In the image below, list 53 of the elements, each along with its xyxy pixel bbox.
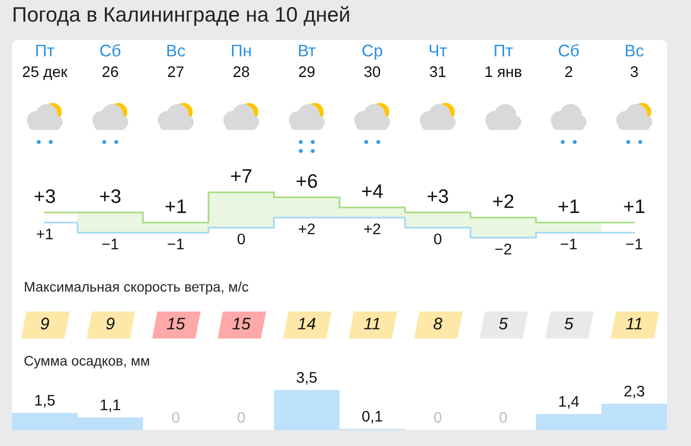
data-label: +2 — [493, 194, 514, 208]
data-label: 5 — [498, 318, 508, 330]
data-label: 1,1 — [100, 400, 120, 412]
text: Максимальная скорость ветра, м/с — [24, 282, 248, 294]
data-label: +3 — [34, 189, 55, 204]
data-label: 0,1 — [362, 410, 382, 424]
x-tick-label: Чт 31 — [430, 44, 447, 78]
x-tick-label: Пт 1 янв — [486, 44, 522, 77]
data-label: +1 — [624, 200, 644, 213]
data-label: +6 — [296, 174, 317, 188]
data-label: 0 — [500, 412, 507, 423]
data-label: 1,5 — [35, 395, 55, 408]
data-label: +2 — [364, 223, 380, 234]
data-label: 0 — [238, 234, 245, 244]
data-label: +1 — [36, 228, 53, 240]
data-label: −1 — [560, 238, 577, 250]
data-label: 0 — [434, 234, 442, 244]
data-label: 15 — [166, 318, 186, 330]
data-label: +1 — [558, 200, 579, 213]
data-label: 1,4 — [559, 396, 579, 409]
data-label: +7 — [231, 169, 252, 183]
data-label: 9 — [106, 318, 115, 330]
data-label: 0 — [172, 412, 180, 423]
x-tick-label: Пн 28 — [232, 44, 251, 78]
data-label: 2,3 — [624, 386, 644, 398]
data-label: 5 — [564, 318, 574, 330]
data-label: 0 — [434, 412, 442, 423]
data-label: 11 — [626, 318, 642, 330]
data-label: −2 — [495, 244, 512, 254]
data-label: −1 — [626, 238, 642, 250]
data-label: 8 — [434, 318, 442, 330]
x-tick-label: Вс 3 — [626, 44, 644, 78]
data-label: +2 — [298, 223, 315, 234]
x-tick-label: Пт 25 дек — [22, 44, 68, 80]
data-label: 9 — [40, 318, 50, 330]
data-label: +3 — [100, 189, 120, 204]
data-label: 11 — [364, 318, 380, 330]
data-label: 0 — [238, 412, 245, 423]
data-label: −1 — [168, 238, 184, 250]
x-tick-label: Вс 27 — [167, 44, 186, 77]
x-tick-label: Вт 29 — [299, 44, 316, 78]
data-label: +3 — [428, 189, 448, 204]
data-label: 14 — [298, 318, 316, 330]
chart-title: Сумма осадков, мм — [24, 356, 149, 368]
x-tick-label: Ср 30 — [362, 44, 382, 78]
x-tick-label: Сб 26 — [100, 44, 120, 78]
data-label: 3,5 — [296, 372, 317, 385]
data-label: 15 — [232, 318, 251, 330]
data-label: +1 — [166, 200, 186, 213]
chart-title: Погода в Калининграде на 10 дней — [14, 6, 349, 26]
x-tick-label: Сб 2 — [558, 44, 579, 77]
data-label: −1 — [102, 238, 118, 250]
data-label: +4 — [362, 184, 383, 198]
